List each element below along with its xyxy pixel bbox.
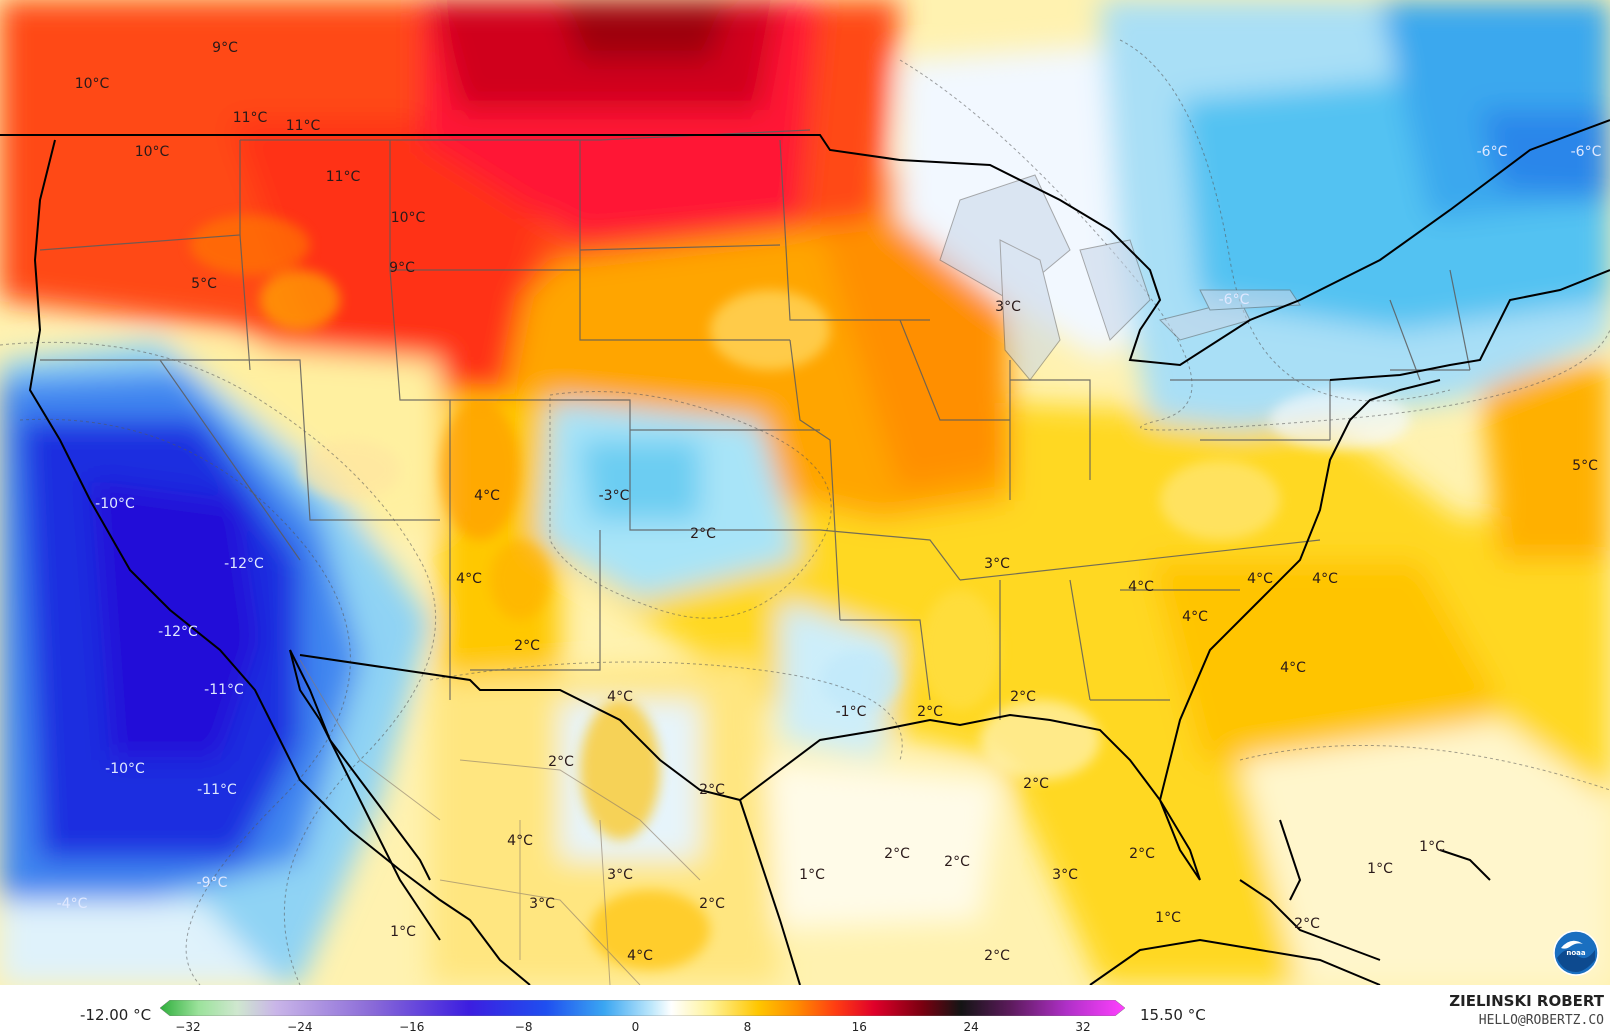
temperature-label: 2°C (514, 638, 540, 654)
temperature-label: 1°C (1419, 839, 1445, 855)
colorbar-tick: −16 (399, 1020, 425, 1034)
noaa-logo-icon: noaa (1553, 930, 1599, 976)
colorbar-tick: 32 (1075, 1020, 1091, 1034)
temperature-label: 4°C (1247, 571, 1273, 587)
temperature-label: -6°C (1477, 144, 1508, 160)
temperature-label: 2°C (944, 854, 970, 870)
temperature-label: -10°C (95, 496, 135, 512)
temperature-label: 10°C (75, 76, 110, 92)
temperature-label: 2°C (1294, 916, 1320, 932)
temperature-label: -4°C (57, 896, 88, 912)
temperature-label: 1°C (1155, 910, 1181, 926)
colorbar-tick: −8 (514, 1020, 533, 1034)
colorbar (160, 1000, 1125, 1016)
temperature-label: 4°C (607, 689, 633, 705)
temperature-label: 4°C (507, 833, 533, 849)
colorbar-tick: −24 (287, 1020, 313, 1034)
temperature-label: 2°C (548, 754, 574, 770)
temperature-label: 1°C (799, 867, 825, 883)
temperature-label: 4°C (1280, 660, 1306, 676)
temperature-label: 10°C (135, 144, 170, 160)
temperature-label: 5°C (191, 276, 217, 292)
temperature-label: 1°C (390, 924, 416, 940)
temperature-label: 9°C (389, 260, 415, 276)
colorbar-max-label: 15.50 °C (1140, 1006, 1206, 1024)
temperature-label: -11°C (204, 682, 244, 698)
temperature-label: -1°C (836, 704, 867, 720)
temperature-label: -11°C (197, 782, 237, 798)
temperature-label: -3°C (599, 488, 630, 504)
temperature-label: 11°C (326, 169, 361, 185)
temperature-label: -9°C (197, 875, 228, 891)
colorbar-tick: 8 (743, 1020, 752, 1034)
temperature-label: 5°C (1572, 458, 1598, 474)
temperature-label: 3°C (607, 867, 633, 883)
temperature-label: 2°C (690, 526, 716, 542)
temperature-label: 2°C (1010, 689, 1036, 705)
colorbar-tick: −32 (175, 1020, 201, 1034)
temperature-label: -6°C (1571, 144, 1602, 160)
colorbar-tick: 0 (631, 1020, 640, 1034)
temperature-label: -10°C (105, 761, 145, 777)
temperature-label: 11°C (233, 110, 268, 126)
temperature-label: 2°C (1129, 846, 1155, 862)
temperature-labels: 9°C 10°C 11°C 11°C 10°C 11°C 10°C 9°C 5°C 3°C -6°C… (57, 40, 1602, 964)
temperature-label: -6°C (1219, 292, 1250, 308)
author-name: ZIELINSKI ROBERT (1449, 992, 1604, 1010)
temperature-label: 10°C (391, 210, 426, 226)
svg-text:noaa: noaa (1566, 949, 1586, 957)
temperature-label: 4°C (1312, 571, 1338, 587)
temperature-label: 11°C (286, 118, 321, 134)
colorbar-min-label: -12.00 °C (80, 1006, 152, 1024)
temperature-label: 2°C (917, 704, 943, 720)
temperature-label: 2°C (1023, 776, 1049, 792)
temperature-label: 4°C (456, 571, 482, 587)
colorbar-tick: 24 (963, 1020, 979, 1034)
temperature-label: 3°C (529, 896, 555, 912)
temperature-anomaly-map: 9°C 10°C 11°C 11°C 10°C 11°C 10°C 9°C 5°C 3°C -6°C… (0, 0, 1610, 985)
temperature-label: 4°C (1128, 579, 1154, 595)
author-email: HELLO@ROBERTZ.CO (1478, 1013, 1604, 1028)
temperature-label: 1°C (1367, 861, 1393, 877)
temperature-label: 2°C (984, 948, 1010, 964)
temperature-label: -12°C (224, 556, 264, 572)
temperature-label: -12°C (158, 624, 198, 640)
temperature-label: 2°C (884, 846, 910, 862)
temperature-label: 4°C (474, 488, 500, 504)
temperature-label: 3°C (995, 299, 1021, 315)
temperature-label: 9°C (212, 40, 238, 56)
temperature-label: 4°C (1182, 609, 1208, 625)
temperature-label: 2°C (699, 896, 725, 912)
temperature-label: 2°C (699, 782, 725, 798)
temperature-label: 3°C (1052, 867, 1078, 883)
colorbar-tick: 16 (851, 1020, 867, 1034)
temperature-label: 4°C (627, 948, 653, 964)
temperature-label: 3°C (984, 556, 1010, 572)
